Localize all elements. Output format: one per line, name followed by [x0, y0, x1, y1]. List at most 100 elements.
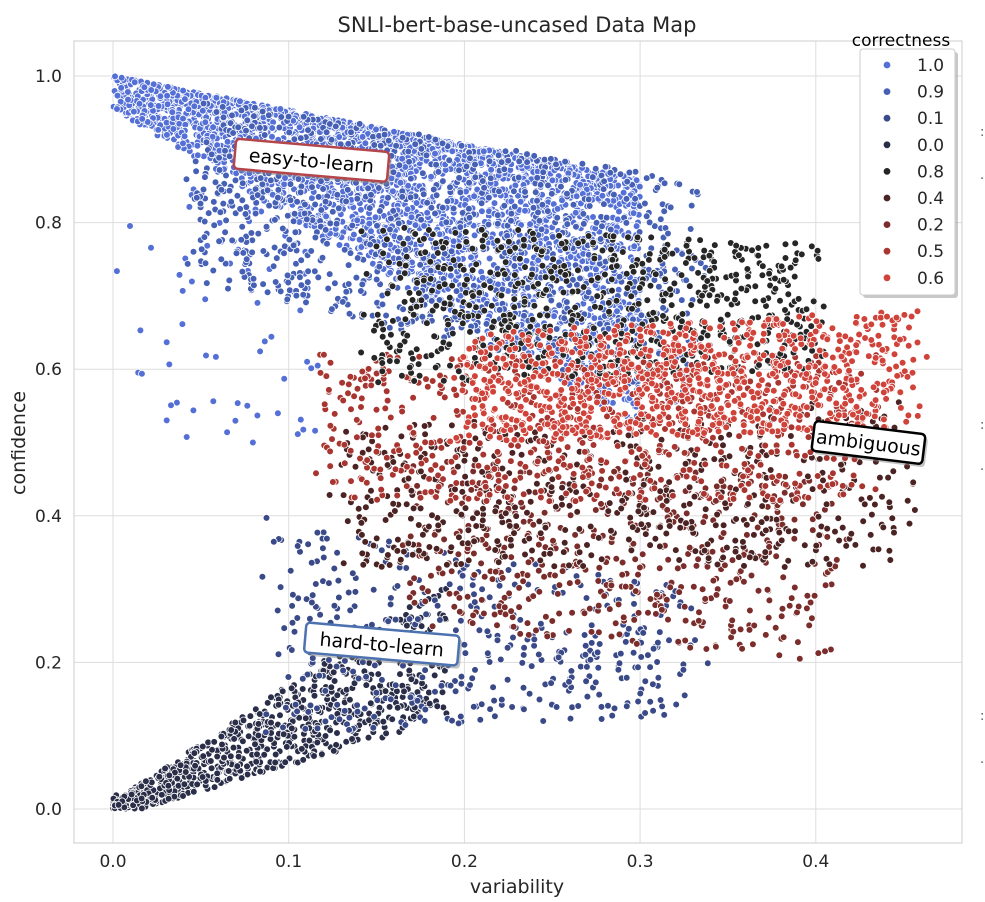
point-0.9 [253, 191, 262, 199]
point-0.9 [563, 189, 571, 198]
point-0.0 [330, 677, 339, 685]
point-0.9 [579, 220, 588, 228]
point-0.9 [510, 187, 518, 196]
point-0.9 [274, 186, 283, 194]
point-0.0 [393, 687, 401, 695]
point-0.9 [308, 183, 316, 191]
point-0.9 [289, 241, 298, 250]
point-1.0 [485, 254, 494, 263]
point-0.9 [480, 183, 488, 192]
point-0.9 [265, 201, 273, 210]
point-0.9 [319, 185, 327, 193]
point-0.9 [507, 209, 516, 218]
point-1.0 [550, 312, 558, 320]
point-0.9 [200, 217, 209, 226]
point-1.0 [322, 212, 330, 221]
point-0.9 [431, 135, 440, 144]
point-0.9 [562, 298, 571, 306]
point-0.0 [409, 712, 418, 721]
point-0.9 [394, 219, 403, 228]
point-0.9 [398, 193, 407, 201]
point-0.9 [671, 265, 679, 274]
point-1.0 [431, 149, 439, 158]
point-0.9 [364, 184, 372, 193]
point-0.0 [310, 682, 319, 690]
point-1.0 [162, 416, 171, 425]
point-0.9 [521, 188, 529, 196]
point-0.0 [321, 732, 330, 740]
point-0.9 [645, 218, 654, 227]
point-1.0 [201, 295, 210, 304]
point-0.9 [563, 220, 572, 228]
point-0.9 [248, 248, 256, 257]
point-1.0 [296, 306, 305, 315]
point-0.9 [353, 254, 362, 262]
point-0.9 [385, 323, 394, 332]
point-0.9 [543, 207, 552, 215]
point-1.0 [307, 364, 316, 373]
point-1.0 [256, 347, 264, 356]
point-1.0 [180, 132, 189, 141]
point-0.9 [200, 233, 209, 241]
point-1.0 [350, 230, 358, 239]
point-0.9 [376, 207, 384, 215]
point-0.0 [438, 688, 447, 697]
point-0.9 [192, 167, 200, 176]
point-0.9 [210, 221, 219, 230]
point-0.9 [340, 246, 349, 254]
point-0.9 [418, 312, 427, 321]
point-1.0 [209, 397, 218, 406]
point-0.9 [365, 204, 374, 212]
point-0.9 [324, 284, 333, 293]
point-1.0 [130, 107, 138, 116]
plot-frame [73, 40, 963, 844]
point-0.9 [622, 219, 631, 227]
point-0.9 [457, 142, 466, 150]
point-0.0 [210, 783, 219, 791]
point-0.9 [228, 111, 236, 120]
point-0.9 [283, 271, 292, 280]
point-1.0 [479, 147, 488, 156]
point-0.9 [283, 295, 292, 304]
point-0.9 [434, 168, 443, 176]
point-1.0 [124, 95, 132, 104]
point-1.0 [113, 267, 121, 275]
point-0.9 [215, 166, 224, 174]
point-0.9 [216, 208, 225, 217]
point-0.9 [256, 124, 264, 132]
point-1.0 [164, 83, 172, 91]
point-0.9 [219, 199, 228, 208]
point-1.0 [117, 84, 125, 92]
point-0.9 [404, 147, 413, 156]
point-1.0 [253, 411, 262, 420]
point-0.9 [259, 280, 267, 288]
point-0.9 [596, 320, 604, 328]
point-0.9 [384, 193, 392, 202]
point-0.9 [344, 280, 353, 288]
point-0.9 [215, 237, 223, 246]
point-0.9 [623, 177, 631, 186]
point-0.9 [529, 203, 538, 212]
point-0.9 [642, 174, 651, 182]
point-0.9 [237, 106, 246, 115]
point-0.9 [274, 193, 282, 202]
point-1.0 [407, 213, 416, 222]
point-0.9 [606, 168, 615, 177]
point-1.0 [449, 237, 458, 246]
point-0.9 [582, 264, 591, 273]
point-0.9 [333, 190, 342, 199]
point-0.9 [225, 152, 234, 161]
point-1.0 [154, 102, 163, 110]
point-1.0 [117, 73, 126, 82]
point-0.9 [243, 116, 252, 124]
point-0.9 [242, 255, 251, 264]
point-0.9 [666, 203, 675, 212]
point-0.9 [250, 281, 258, 290]
point-0.0 [333, 729, 341, 737]
point-1.0 [313, 361, 322, 370]
point-0.9 [664, 229, 672, 238]
point-0.9 [201, 173, 209, 181]
point-1.0 [179, 139, 187, 148]
point-0.9 [389, 207, 398, 215]
